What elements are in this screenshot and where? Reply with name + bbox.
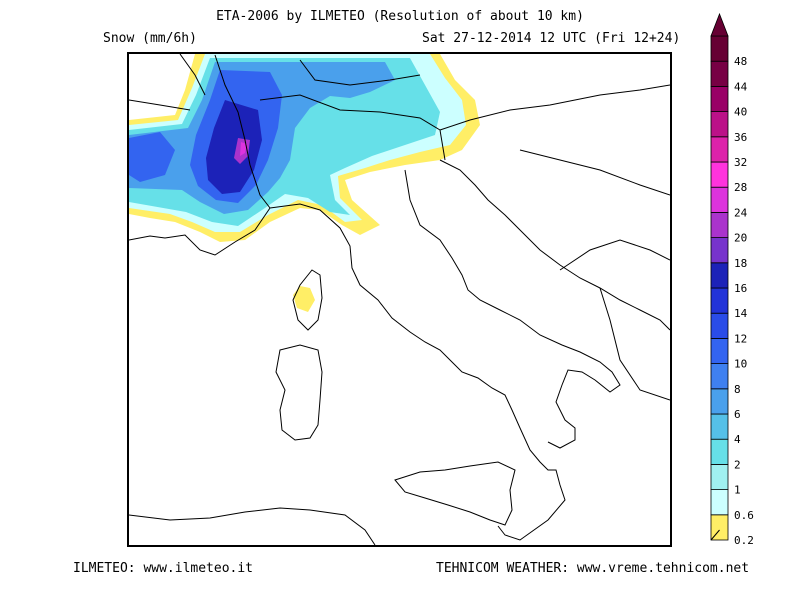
legend-label-18: 18 bbox=[734, 257, 747, 270]
legend-swatch-48 bbox=[710, 35, 729, 62]
legend-label-28: 28 bbox=[734, 181, 747, 194]
legend-swatch-8 bbox=[710, 363, 729, 390]
coast-italy-east bbox=[404, 169, 621, 449]
map-title: ETA-2006 by ILMETEO (Resolution of about… bbox=[216, 9, 584, 24]
coast-sardinia bbox=[275, 344, 323, 441]
snow-band-16 bbox=[206, 100, 262, 194]
legend-label-20: 20 bbox=[734, 232, 747, 245]
legend-label-40: 40 bbox=[734, 106, 747, 119]
coast-balkans bbox=[439, 159, 670, 331]
legend-label-44: 44 bbox=[734, 80, 748, 93]
legend-swatch-2 bbox=[710, 438, 729, 465]
legend-swatch-20 bbox=[710, 211, 729, 238]
legend-swatch-14 bbox=[710, 287, 729, 314]
legend-label-32: 32 bbox=[734, 156, 747, 169]
legend-label-6: 6 bbox=[734, 408, 741, 421]
legend-label-24: 24 bbox=[734, 206, 748, 219]
legend-label-12: 12 bbox=[734, 332, 747, 345]
snow-band-28 bbox=[240, 142, 247, 156]
legend-label-10: 10 bbox=[734, 358, 747, 371]
legend-swatch-40 bbox=[710, 86, 729, 113]
legend-swatch-28 bbox=[710, 161, 729, 188]
snow-band-0-2-corsica bbox=[293, 286, 315, 312]
border-alps bbox=[129, 54, 670, 401]
legend-swatch-0-2 bbox=[710, 514, 729, 541]
legend-label-2: 2 bbox=[734, 458, 741, 471]
legend-label-0-2: 0.2 bbox=[734, 534, 754, 547]
snow-band-6-north bbox=[280, 62, 350, 88]
footer-left: ILMETEO: www.ilmeteo.it bbox=[73, 561, 254, 576]
coast-france bbox=[129, 207, 271, 256]
legend-swatch-36 bbox=[710, 111, 729, 138]
legend-label-14: 14 bbox=[734, 307, 748, 320]
legend-label-4: 4 bbox=[734, 433, 741, 446]
legend-swatch-18 bbox=[710, 237, 729, 264]
legend-swatch-6 bbox=[710, 388, 729, 415]
coast-corsica bbox=[292, 269, 323, 331]
legend-swatch-24 bbox=[710, 186, 729, 213]
legend-swatch-10 bbox=[710, 337, 729, 364]
legend-swatch-4 bbox=[710, 413, 729, 440]
coast-sicily bbox=[394, 461, 516, 526]
legend-swatch-32 bbox=[710, 136, 729, 163]
legend-swatch-0-6 bbox=[710, 489, 729, 516]
coastlines bbox=[129, 54, 670, 545]
legend-label-36: 36 bbox=[734, 131, 747, 144]
snow-band-12-west bbox=[129, 132, 175, 182]
footer-right: TEHNICOM WEATHER: www.vreme.tehnicom.net bbox=[436, 561, 750, 576]
snow-field bbox=[129, 54, 480, 312]
map-frame bbox=[127, 52, 672, 547]
legend-swatch-44 bbox=[710, 60, 729, 87]
legend-underflow-tick bbox=[710, 529, 720, 541]
legend-swatch-16 bbox=[710, 262, 729, 289]
legend-overflow-arrow bbox=[710, 12, 729, 37]
legend-label-8: 8 bbox=[734, 383, 741, 396]
legend-label-0-6: 0.6 bbox=[734, 509, 754, 522]
legend-swatch-12 bbox=[710, 312, 729, 339]
legend-swatch-1 bbox=[710, 463, 729, 490]
valid-time: Sat 27-12-2014 12 UTC (Fri 12+24) bbox=[422, 31, 681, 46]
legend-label-1: 1 bbox=[734, 484, 741, 497]
legend-label-48: 48 bbox=[734, 55, 747, 68]
coast-africa bbox=[129, 507, 376, 545]
legend-label-16: 16 bbox=[734, 282, 747, 295]
field-label: Snow (mm/6h) bbox=[103, 31, 197, 46]
coast-italy-west bbox=[269, 203, 566, 541]
